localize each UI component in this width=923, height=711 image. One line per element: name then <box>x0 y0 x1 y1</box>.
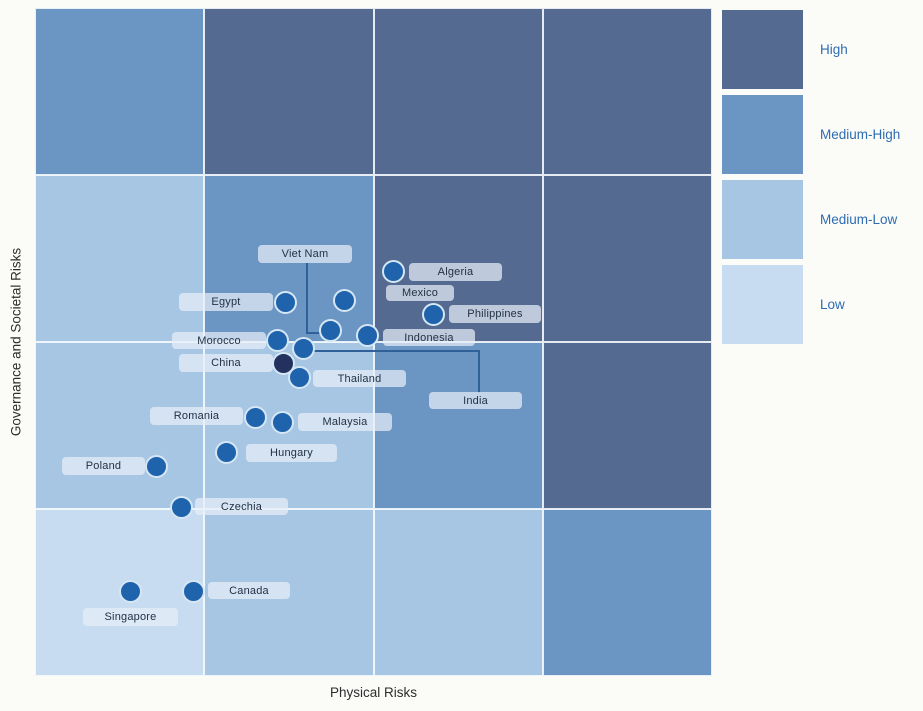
risk-cell-medium-low <box>35 342 205 509</box>
legend-item-medium-low: Medium-Low <box>722 180 900 259</box>
country-dot-singapore <box>119 579 143 603</box>
legend-label-medium-low: Medium-Low <box>820 212 898 227</box>
risk-cell-medium-high <box>373 342 543 509</box>
country-dot-india <box>291 336 315 360</box>
leader-line-viet-nam <box>306 332 324 334</box>
country-dot-philippines <box>421 303 445 327</box>
plot-area: Viet Nam Algeria Mexico Egypt Philippines Mor… <box>35 8 712 676</box>
legend-label-high: High <box>820 42 848 57</box>
risk-cell-medium-high <box>542 509 712 676</box>
country-dot-mexico <box>333 289 357 313</box>
country-dot-algeria <box>381 259 405 283</box>
risk-cell-medium-low <box>35 175 205 342</box>
risk-cell-high <box>542 8 712 175</box>
legend: High Medium-High Medium-Low Low <box>722 10 900 350</box>
country-dot-indonesia <box>356 323 380 347</box>
risk-cell-high <box>204 8 374 175</box>
risk-cell-high <box>542 175 712 342</box>
legend-label-low: Low <box>820 297 845 312</box>
country-label-china: China <box>179 354 273 372</box>
country-label-singapore: Singapore <box>83 608 178 626</box>
country-label-canada: Canada <box>208 582 290 599</box>
legend-label-medium-high: Medium-High <box>820 127 901 142</box>
risk-cell-medium-high <box>35 8 205 175</box>
legend-swatch-medium-low <box>722 180 803 259</box>
country-dot-poland <box>144 454 168 478</box>
leader-line-india <box>478 350 480 393</box>
legend-item-medium-high: Medium-High <box>722 95 900 174</box>
y-axis-label: Governance and Societal Risks <box>8 247 24 437</box>
legend-item-high: High <box>722 10 900 89</box>
leader-line-viet-nam <box>306 263 308 332</box>
country-dot-czechia <box>169 496 193 520</box>
legend-swatch-high <box>722 10 803 89</box>
leader-line-india <box>312 350 478 352</box>
country-dot-canada <box>182 579 206 603</box>
country-label-philippines: Philippines <box>449 305 541 323</box>
country-label-indonesia: Indonesia <box>383 329 475 346</box>
country-label-hungary: Hungary <box>246 444 337 462</box>
country-label-romania: Romania <box>150 407 243 425</box>
country-dot-egypt <box>274 291 298 315</box>
country-label-morocco: Morocco <box>172 332 266 349</box>
country-label-mexico: Mexico <box>386 285 454 301</box>
country-dot-hungary <box>215 440 239 464</box>
x-axis-label: Physical Risks <box>329 685 418 700</box>
country-dot-thailand <box>287 366 311 390</box>
country-label-viet-nam: Viet Nam <box>258 245 352 263</box>
country-label-malaysia: Malaysia <box>298 413 392 431</box>
country-label-india: India <box>429 392 522 409</box>
country-label-egypt: Egypt <box>179 293 273 311</box>
country-dot-viet-nam <box>318 319 342 343</box>
country-label-czechia: Czechia <box>195 498 288 515</box>
country-dot-china <box>272 352 296 376</box>
legend-swatch-low <box>722 265 803 344</box>
country-dot-malaysia <box>270 410 294 434</box>
country-label-thailand: Thailand <box>313 370 406 387</box>
risk-cell-medium-low <box>373 509 543 676</box>
country-label-algeria: Algeria <box>409 263 502 281</box>
risk-cell-high <box>542 342 712 509</box>
country-label-poland: Poland <box>62 457 145 475</box>
country-dot-morocco <box>266 329 290 353</box>
risk-cell-high <box>373 8 543 175</box>
country-dot-romania <box>243 406 267 430</box>
legend-swatch-medium-high <box>722 95 803 174</box>
legend-item-low: Low <box>722 265 900 344</box>
